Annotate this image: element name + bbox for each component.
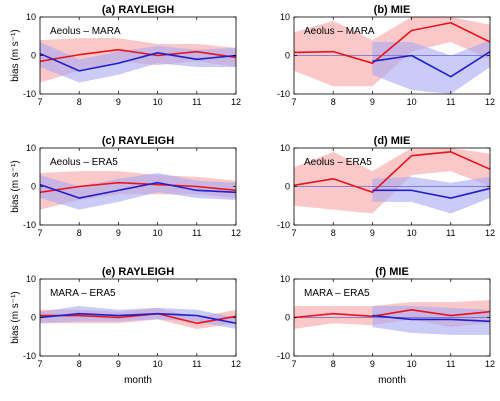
y-tick-label: -10 — [23, 89, 36, 99]
y-axis-label: bias (m s⁻¹) — [10, 160, 21, 213]
x-tick-label: 8 — [77, 228, 82, 238]
x-tick-label: 9 — [370, 97, 375, 107]
x-tick-label: 10 — [153, 359, 163, 369]
confidence-band-blue — [40, 305, 236, 330]
x-tick-label: 11 — [192, 359, 201, 369]
panel-1: (a) RAYLEIGH 7 8 9 10 11 12 -10 0 10 Aeolus – MARA… — [10, 4, 241, 107]
series-line-blue — [39, 312, 237, 325]
y-axis-label: bias (m s⁻¹) — [10, 291, 21, 344]
panel-3: (c) RAYLEIGH 7 8 9 10 11 12 -10 0 10 Aeolus – ERA5… — [10, 135, 241, 238]
x-tick-label: 7 — [37, 97, 42, 107]
series-line-blue — [372, 187, 491, 199]
panel-6: (f) MIE 7 8 9 10 11 12 -10 0 10 MARA – ERA5 month — [277, 266, 495, 386]
panel-label: Aeolus – MARA — [50, 26, 121, 37]
y-tick-label: 0 — [31, 313, 36, 323]
y-tick-label: 10 — [26, 12, 36, 22]
x-tick-label: 12 — [231, 228, 241, 238]
series-line-red — [293, 21, 491, 65]
y-tick-label: -10 — [277, 351, 290, 361]
series-line-red — [40, 312, 237, 325]
series-line-blue — [39, 52, 237, 72]
series-line-red — [293, 151, 491, 194]
x-tick-label: 12 — [485, 228, 495, 238]
panel-title: (a) RAYLEIGH — [102, 4, 174, 16]
panel-4: (d) MIE 7 8 9 10 11 12 -10 0 10 Aeolus – ERA5 — [277, 135, 495, 238]
y-tick-label: -10 — [277, 220, 290, 230]
x-tick-label: 12 — [485, 97, 495, 107]
x-tick-label: 9 — [116, 97, 121, 107]
panel-label: Aeolus – ERA5 — [50, 157, 118, 168]
series-line-blue — [372, 314, 491, 323]
confidence-band-blue — [40, 173, 236, 210]
x-tick-label: 11 — [192, 228, 201, 238]
y-tick-label: -10 — [23, 220, 36, 230]
panel-title: (e) RAYLEIGH — [102, 266, 174, 278]
confidence-band-blue — [372, 176, 490, 214]
x-tick-label: 9 — [116, 359, 121, 369]
x-tick-label: 8 — [331, 228, 336, 238]
x-tick-label: 7 — [37, 359, 42, 369]
y-tick-label: 0 — [285, 51, 290, 61]
x-axis-label: month — [124, 375, 152, 386]
x-tick-label: 11 — [192, 97, 201, 107]
series-line-blue — [372, 50, 491, 78]
x-tick-label: 11 — [446, 228, 455, 238]
series-line-red — [293, 308, 491, 319]
panel-title: (c) RAYLEIGH — [102, 135, 174, 147]
panel-label: Aeolus – MARA — [304, 26, 375, 37]
panel-label: MARA – ERA5 — [50, 288, 116, 299]
series-line-red — [39, 48, 237, 63]
x-tick-label: 8 — [77, 359, 82, 369]
panel-title: (b) MIE — [374, 4, 411, 16]
y-tick-label: 10 — [26, 143, 36, 153]
panel-title: (f) MIE — [375, 266, 409, 278]
x-tick-label: 7 — [291, 359, 296, 369]
x-tick-label: 10 — [407, 228, 417, 238]
x-tick-label: 8 — [331, 359, 336, 369]
x-tick-label: 12 — [485, 359, 495, 369]
y-tick-label: 0 — [31, 51, 36, 61]
panel-5: (e) RAYLEIGH 7 8 9 10 11 12 -10 0 10 MARA – ERA5 bi… — [10, 266, 241, 386]
panel-label: Aeolus – ERA5 — [304, 157, 372, 168]
x-tick-label: 9 — [370, 228, 375, 238]
x-tick-label: 10 — [407, 97, 417, 107]
confidence-band-blue — [372, 305, 490, 335]
y-tick-label: 0 — [285, 182, 290, 192]
x-tick-label: 11 — [446, 97, 455, 107]
y-tick-label: 0 — [31, 182, 36, 192]
series-line-red — [39, 181, 237, 194]
panel-2: (b) MIE 7 8 9 10 11 12 -10 0 10 Aeolus – MARA — [277, 4, 495, 107]
x-tick-label: 9 — [370, 359, 375, 369]
x-tick-label: 7 — [37, 228, 42, 238]
x-tick-label: 10 — [153, 228, 163, 238]
x-axis-label: month — [378, 375, 406, 386]
y-tick-label: 10 — [26, 274, 36, 284]
y-tick-label: -10 — [277, 89, 290, 99]
x-tick-label: 7 — [291, 97, 296, 107]
y-tick-label: 10 — [280, 143, 290, 153]
x-tick-label: 7 — [291, 228, 296, 238]
x-tick-label: 11 — [446, 359, 455, 369]
y-tick-label: 10 — [280, 274, 290, 284]
y-axis-label: bias (m s⁻¹) — [10, 29, 21, 82]
x-tick-label: 8 — [331, 97, 336, 107]
series-line-blue — [39, 181, 237, 199]
panel-label: MARA – ERA5 — [304, 288, 370, 299]
x-tick-label: 9 — [116, 228, 121, 238]
confidence-band-blue — [372, 40, 490, 94]
y-tick-label: 0 — [285, 313, 290, 323]
x-tick-label: 12 — [231, 359, 241, 369]
y-tick-label: -10 — [23, 351, 36, 361]
x-tick-label: 12 — [231, 97, 241, 107]
x-tick-label: 8 — [77, 97, 82, 107]
x-tick-label: 10 — [407, 359, 417, 369]
panel-title: (d) MIE — [374, 135, 411, 147]
y-tick-label: 10 — [280, 12, 290, 22]
x-tick-label: 10 — [153, 97, 163, 107]
